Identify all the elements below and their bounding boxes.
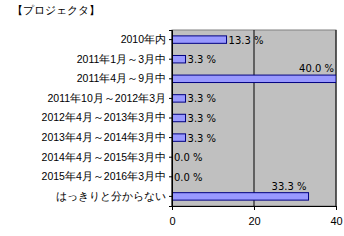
y-tick: 2015年4月～2016年3月中 bbox=[42, 170, 172, 182]
x-axis: 0 20 40 bbox=[169, 206, 342, 227]
bar bbox=[172, 95, 186, 102]
y-tick-mark bbox=[169, 59, 172, 60]
bars bbox=[172, 36, 336, 200]
y-axis: 2010年内 2011年1月～3月中 2011年4月～9月中 2011年10月～201… bbox=[42, 31, 173, 207]
y-tick-label: 2012年4月～2013年3月中 bbox=[42, 111, 166, 123]
bar bbox=[172, 114, 186, 121]
x-tick: 20 bbox=[248, 206, 260, 227]
y-tick: 2010年内 bbox=[121, 33, 172, 45]
y-tick-mark bbox=[169, 196, 172, 197]
y-tick-mark bbox=[169, 118, 172, 119]
data-label: 3.3 % bbox=[188, 54, 217, 65]
y-tick-mark bbox=[169, 157, 172, 158]
y-axis-line bbox=[169, 31, 173, 207]
plot: 13.3 % 3.3 % 40.0 % 3.3 % 3.3 % 3.3 % 0.0 % 0.0… bbox=[42, 30, 343, 227]
y-tick-label: 2011年10月～2012年3月 bbox=[48, 92, 166, 104]
y-tick-label: 2011年1月～3月中 bbox=[77, 53, 166, 65]
data-label: 3.3 % bbox=[188, 113, 217, 124]
data-label: 40.0 % bbox=[299, 63, 334, 74]
data-label: 13.3 % bbox=[229, 35, 264, 46]
y-tick-label: 2014年4月～2015年3月中 bbox=[42, 151, 166, 163]
y-tick-label: 2013年4月～2014年3月中 bbox=[42, 131, 166, 143]
data-label: 3.3 % bbox=[188, 133, 217, 144]
y-tick: 2011年10月～2012年3月 bbox=[48, 92, 172, 104]
y-tick: 2012年4月～2013年3月中 bbox=[42, 111, 172, 123]
x-tick-label: 40 bbox=[330, 215, 342, 227]
x-tick-mark bbox=[336, 206, 337, 210]
bar bbox=[172, 193, 309, 200]
bar bbox=[172, 36, 227, 43]
x-tick: 40 bbox=[330, 206, 342, 227]
plot-background bbox=[172, 30, 336, 206]
y-tick: 2011年1月～3月中 bbox=[77, 53, 172, 65]
y-tick: 2011年4月～9月中 bbox=[77, 72, 172, 84]
grid bbox=[172, 30, 336, 206]
x-axis-line bbox=[173, 207, 337, 211]
x-tick-label: 20 bbox=[248, 215, 260, 227]
y-tick-label: 2011年4月～9月中 bbox=[77, 72, 166, 84]
x-tick-label: 0 bbox=[169, 215, 175, 227]
data-label: 0.0 % bbox=[174, 172, 203, 183]
y-tick-label: 2010年内 bbox=[121, 33, 166, 45]
data-labels: 13.3 % 3.3 % 40.0 % 3.3 % 3.3 % 3.3 % 0.0 % 0.0… bbox=[174, 35, 334, 192]
grid-line bbox=[336, 30, 337, 206]
y-tick-mark bbox=[169, 39, 172, 40]
data-label: 33.3 % bbox=[272, 181, 307, 192]
x-tick: 0 bbox=[169, 206, 175, 227]
bar bbox=[172, 55, 186, 62]
data-label: 3.3 % bbox=[188, 93, 217, 104]
y-tick-mark bbox=[169, 98, 172, 99]
y-tick: はっきりと分からない bbox=[56, 190, 172, 202]
y-tick-mark bbox=[169, 176, 172, 177]
x-tick-mark bbox=[254, 206, 255, 210]
y-tick: 2013年4月～2014年3月中 bbox=[42, 131, 172, 143]
chart-title: 【プロジェクタ】 bbox=[12, 4, 100, 17]
y-tick-label: 2015年4月～2016年3月中 bbox=[42, 170, 166, 182]
y-tick: 2014年4月～2015年3月中 bbox=[42, 151, 172, 163]
y-tick-mark bbox=[169, 78, 172, 79]
y-tick-label: はっきりと分からない bbox=[56, 190, 166, 202]
data-label: 0.0 % bbox=[174, 152, 203, 163]
bar bbox=[172, 134, 186, 141]
y-tick-mark bbox=[169, 137, 172, 138]
grid-line bbox=[254, 30, 255, 206]
bar bbox=[172, 75, 336, 82]
